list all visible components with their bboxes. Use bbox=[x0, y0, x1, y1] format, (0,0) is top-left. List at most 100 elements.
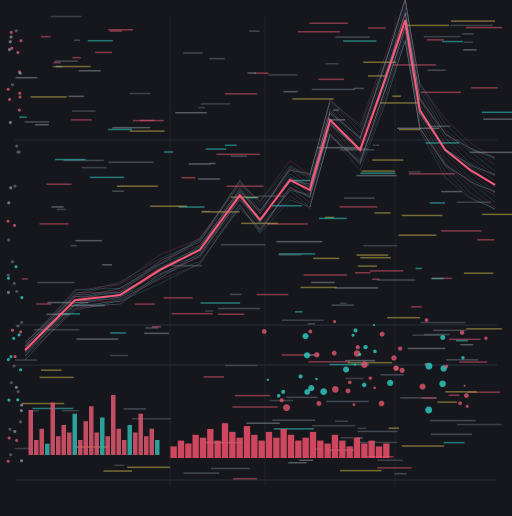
text-placeholder bbox=[53, 61, 61, 64]
dot bbox=[266, 378, 270, 381]
text-placeholder bbox=[216, 153, 260, 156]
text-placeholder bbox=[334, 420, 349, 423]
dot bbox=[14, 385, 18, 389]
text-placeholder bbox=[75, 239, 102, 242]
text-placeholder bbox=[398, 128, 420, 131]
text-placeholder bbox=[164, 151, 174, 153]
dot bbox=[7, 238, 11, 242]
text-placeholder bbox=[40, 35, 51, 38]
dot bbox=[9, 186, 13, 190]
dot bbox=[8, 121, 12, 125]
dot bbox=[368, 376, 372, 380]
text-placeholder bbox=[401, 445, 445, 447]
dot bbox=[18, 91, 22, 95]
dot bbox=[461, 356, 465, 360]
text-placeholder bbox=[427, 39, 444, 41]
text-placeholder bbox=[63, 159, 104, 162]
text-placeholder bbox=[109, 30, 123, 32]
text-placeholder bbox=[68, 95, 85, 98]
dot bbox=[18, 420, 22, 424]
text-placeholder bbox=[123, 408, 147, 410]
text-placeholder bbox=[132, 418, 171, 420]
text-placeholder bbox=[312, 424, 355, 427]
text-placeholder bbox=[398, 234, 437, 236]
strand bbox=[24, 37, 496, 352]
dot bbox=[10, 83, 14, 87]
text-placeholder bbox=[200, 103, 231, 105]
bar bbox=[122, 440, 127, 455]
bar bbox=[177, 440, 185, 458]
text-placeholder bbox=[431, 277, 444, 280]
text-placeholder bbox=[379, 102, 419, 104]
bar bbox=[302, 437, 309, 458]
dot bbox=[378, 400, 385, 407]
text-placeholder bbox=[249, 30, 260, 32]
text-placeholder bbox=[34, 328, 80, 331]
text-placeholder bbox=[231, 196, 259, 198]
text-placeholder bbox=[462, 33, 474, 35]
dot bbox=[276, 394, 281, 398]
text-placeholder bbox=[357, 265, 377, 267]
text-placeholder bbox=[408, 173, 455, 175]
text-placeholder bbox=[134, 303, 155, 305]
dot bbox=[6, 219, 10, 223]
text-placeholder bbox=[411, 306, 422, 308]
text-placeholder bbox=[151, 326, 161, 328]
text-placeholder bbox=[24, 121, 49, 123]
text-placeholder bbox=[460, 343, 474, 346]
dot bbox=[6, 276, 10, 280]
text-placeholder bbox=[368, 75, 388, 77]
dot bbox=[387, 379, 394, 387]
text-placeholder bbox=[127, 466, 171, 469]
text-placeholder bbox=[345, 359, 376, 362]
text-placeholder bbox=[281, 319, 324, 321]
text-placeholder bbox=[311, 88, 355, 91]
text-placeholder bbox=[407, 347, 446, 350]
text-placeholder bbox=[455, 339, 468, 342]
dot bbox=[343, 366, 350, 373]
dot bbox=[459, 330, 465, 335]
text-placeholder bbox=[197, 178, 220, 180]
bar bbox=[34, 440, 39, 455]
text-placeholder bbox=[343, 40, 377, 42]
text-placeholder bbox=[224, 93, 258, 95]
text-placeholder bbox=[363, 61, 397, 64]
dot bbox=[361, 361, 368, 368]
dot bbox=[8, 40, 12, 44]
dot bbox=[345, 388, 351, 394]
text-placeholder bbox=[188, 163, 211, 165]
bar bbox=[295, 440, 302, 458]
dot bbox=[331, 350, 337, 356]
text-placeholder bbox=[129, 130, 165, 132]
text-placeholder bbox=[318, 78, 345, 81]
dot bbox=[13, 429, 17, 433]
text-placeholder bbox=[483, 118, 512, 120]
text-placeholder bbox=[335, 36, 370, 38]
dot bbox=[16, 50, 20, 54]
text-placeholder bbox=[481, 111, 512, 114]
text-placeholder bbox=[376, 279, 416, 281]
bar bbox=[243, 426, 251, 458]
text-placeholder bbox=[299, 459, 314, 462]
text-placeholder bbox=[76, 338, 119, 340]
text-placeholder bbox=[344, 148, 368, 150]
dot bbox=[20, 296, 24, 300]
text-placeholder bbox=[41, 369, 62, 371]
dot bbox=[358, 352, 362, 357]
text-placeholder bbox=[421, 91, 461, 94]
dot bbox=[8, 97, 12, 101]
text-placeholder bbox=[209, 162, 216, 165]
dot bbox=[261, 329, 267, 334]
text-placeholder bbox=[372, 159, 404, 161]
text-placeholder bbox=[356, 441, 398, 444]
text-placeholder bbox=[198, 106, 205, 109]
strand bbox=[24, 32, 496, 351]
bar bbox=[265, 431, 273, 458]
dot bbox=[458, 401, 462, 406]
text-placeholder bbox=[377, 467, 412, 469]
text-placeholder bbox=[55, 65, 91, 68]
bar bbox=[50, 402, 55, 455]
strand bbox=[24, 27, 496, 357]
text-placeholder bbox=[61, 409, 79, 412]
bar bbox=[155, 440, 160, 455]
